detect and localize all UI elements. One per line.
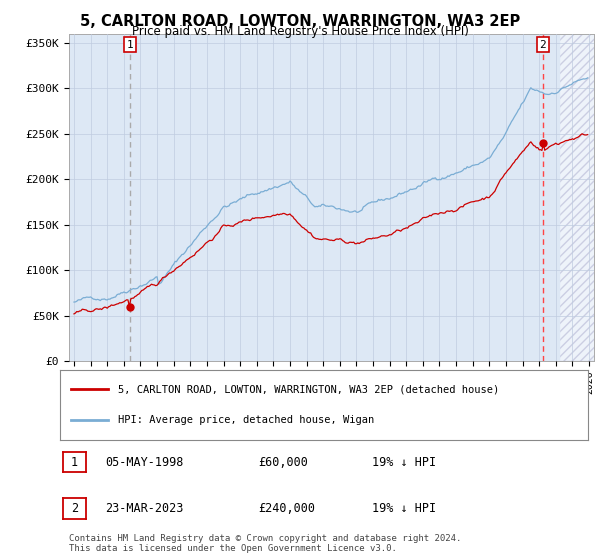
Text: 23-MAR-2023: 23-MAR-2023 — [105, 502, 184, 515]
Text: 5, CARLTON ROAD, LOWTON, WARRINGTON, WA3 2EP (detached house): 5, CARLTON ROAD, LOWTON, WARRINGTON, WA3… — [118, 384, 499, 394]
Text: HPI: Average price, detached house, Wigan: HPI: Average price, detached house, Wiga… — [118, 415, 374, 425]
Text: Price paid vs. HM Land Registry's House Price Index (HPI): Price paid vs. HM Land Registry's House … — [131, 25, 469, 38]
Text: £60,000: £60,000 — [258, 455, 308, 469]
Text: 19% ↓ HPI: 19% ↓ HPI — [372, 455, 436, 469]
Text: Contains HM Land Registry data © Crown copyright and database right 2024.
This d: Contains HM Land Registry data © Crown c… — [69, 534, 461, 553]
Text: 05-MAY-1998: 05-MAY-1998 — [105, 455, 184, 469]
Text: £240,000: £240,000 — [258, 502, 315, 515]
Text: 19% ↓ HPI: 19% ↓ HPI — [372, 502, 436, 515]
Text: 2: 2 — [71, 502, 78, 515]
Bar — [559, 34, 600, 361]
Text: 2: 2 — [539, 40, 546, 49]
Text: 1: 1 — [71, 455, 78, 469]
Text: 1: 1 — [127, 40, 133, 49]
Text: 5, CARLTON ROAD, LOWTON, WARRINGTON, WA3 2EP: 5, CARLTON ROAD, LOWTON, WARRINGTON, WA3… — [80, 14, 520, 29]
